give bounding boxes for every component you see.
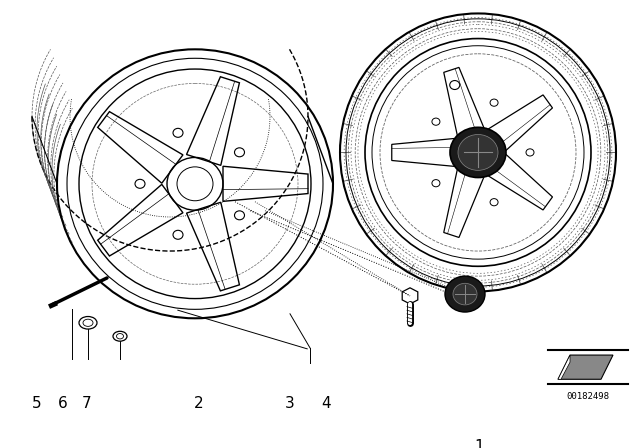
Circle shape	[490, 198, 498, 206]
Circle shape	[450, 127, 506, 177]
Polygon shape	[558, 355, 570, 379]
Circle shape	[458, 134, 498, 170]
Circle shape	[234, 211, 244, 220]
Polygon shape	[558, 355, 613, 379]
Circle shape	[432, 180, 440, 187]
Text: 5: 5	[32, 396, 42, 411]
Text: 3: 3	[284, 396, 294, 411]
Circle shape	[453, 283, 477, 305]
Text: 1: 1	[474, 439, 484, 448]
Circle shape	[135, 179, 145, 188]
Circle shape	[173, 230, 183, 239]
Circle shape	[173, 128, 183, 138]
Circle shape	[445, 276, 485, 312]
Ellipse shape	[79, 316, 97, 329]
Circle shape	[432, 118, 440, 125]
Ellipse shape	[113, 332, 127, 341]
Circle shape	[490, 99, 498, 106]
Text: 00182498: 00182498	[566, 392, 609, 401]
Text: 2: 2	[193, 396, 204, 411]
Text: 6: 6	[58, 396, 68, 411]
Circle shape	[526, 149, 534, 156]
Circle shape	[234, 148, 244, 157]
Circle shape	[450, 81, 460, 90]
Text: 4: 4	[321, 396, 332, 411]
Text: 7: 7	[81, 396, 92, 411]
